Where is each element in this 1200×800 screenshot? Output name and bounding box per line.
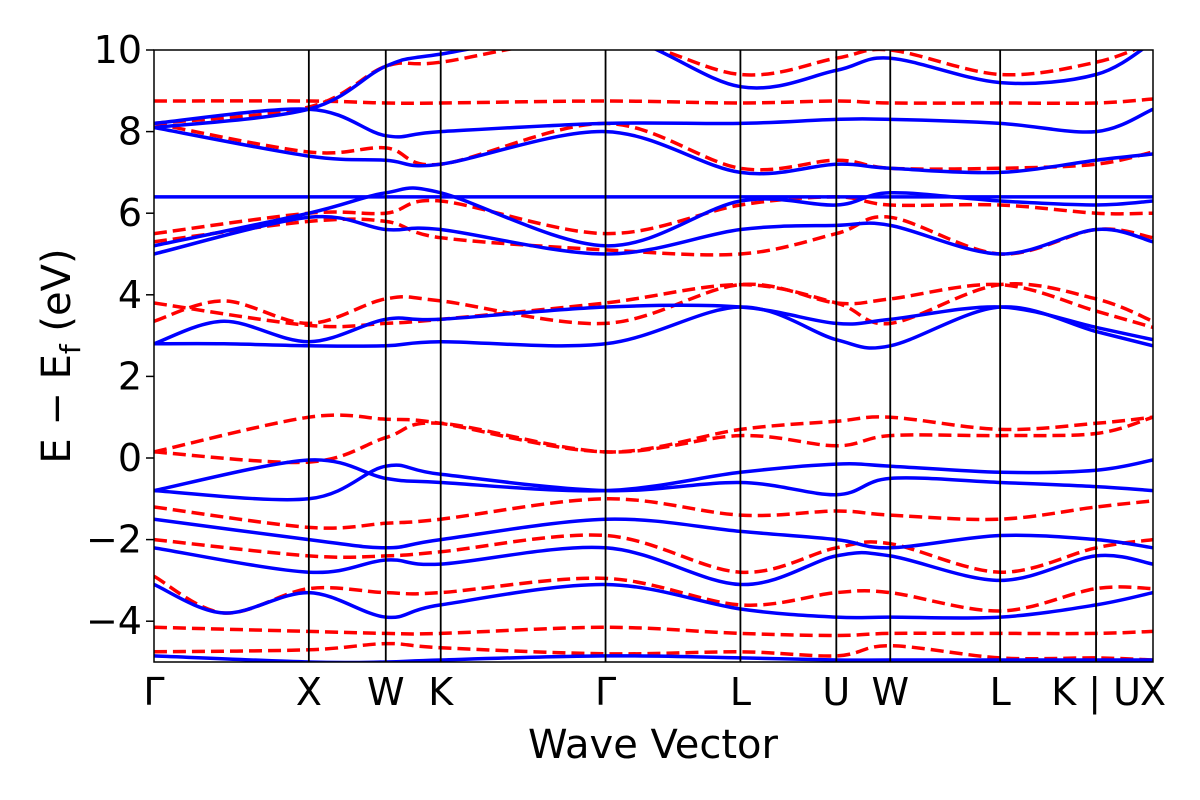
x-tick-label-1: X	[296, 670, 322, 714]
y-axis-label-sub: f	[54, 343, 87, 354]
x-tick-label-6: U	[822, 670, 850, 714]
y-tick-label-6: 8	[118, 110, 142, 154]
x-tick-label-7: W	[871, 670, 909, 714]
dashed-band-5	[154, 415, 1153, 465]
solid-band-3	[154, 517, 1153, 550]
y-tick-label-4: 4	[118, 273, 142, 317]
dashed-band-8	[154, 282, 1153, 329]
x-tick-label-5: L	[730, 670, 751, 714]
dashed-band-0	[154, 641, 1153, 662]
solid-band-8	[154, 214, 1153, 256]
dashed-band-1	[154, 625, 1153, 638]
solid-band-4	[154, 458, 1153, 493]
y-tick-label-3: 2	[118, 354, 142, 398]
dashed-band-13	[154, 50, 1139, 126]
y-tick-label-2: 0	[118, 436, 142, 480]
x-tick-label-4: Γ	[595, 670, 616, 714]
dashed-band-4	[154, 497, 1153, 530]
x-tick-label-3: K	[428, 670, 454, 714]
y-tick-label-7: 10	[94, 28, 142, 72]
x-tick-label-9: K | U	[1051, 670, 1141, 715]
solid-band-12	[154, 107, 1153, 139]
y-tick-label-5: 6	[118, 191, 142, 235]
x-tick-label-10: X	[1140, 670, 1166, 714]
plot-frame	[153, 49, 1154, 663]
solid-band-9	[154, 186, 1153, 248]
y-axis-label-unit: (eV)	[34, 248, 80, 344]
x-tick-label-8: L	[990, 670, 1011, 714]
dashed-band-6	[154, 413, 1153, 454]
y-tick-label-0: −4	[86, 599, 142, 643]
dashed-band-3	[154, 533, 1153, 574]
y-axis-label-main: E − E	[34, 354, 80, 464]
bands-layer	[154, 50, 1153, 662]
solid-band-5	[154, 463, 1153, 502]
solid-band-0	[154, 654, 1153, 662]
dashed-band-11	[154, 121, 1153, 172]
solid-band-11	[154, 125, 1153, 176]
y-tick-label-1: −2	[86, 518, 142, 562]
x-axis-label: Wave Vector	[528, 722, 779, 768]
solid-band-13	[154, 50, 1145, 130]
x-tick-label-0: Γ	[143, 670, 164, 714]
x-tick-label-2: W	[367, 670, 405, 714]
solid-band-2	[154, 545, 1153, 587]
y-ticks: −4 −2 0 2 4 6 8 10	[86, 28, 154, 643]
dashed-band-12	[154, 97, 1153, 106]
high-symmetry-lines	[307, 50, 1097, 662]
y-axis-label: E − Ef (eV)	[34, 248, 87, 463]
